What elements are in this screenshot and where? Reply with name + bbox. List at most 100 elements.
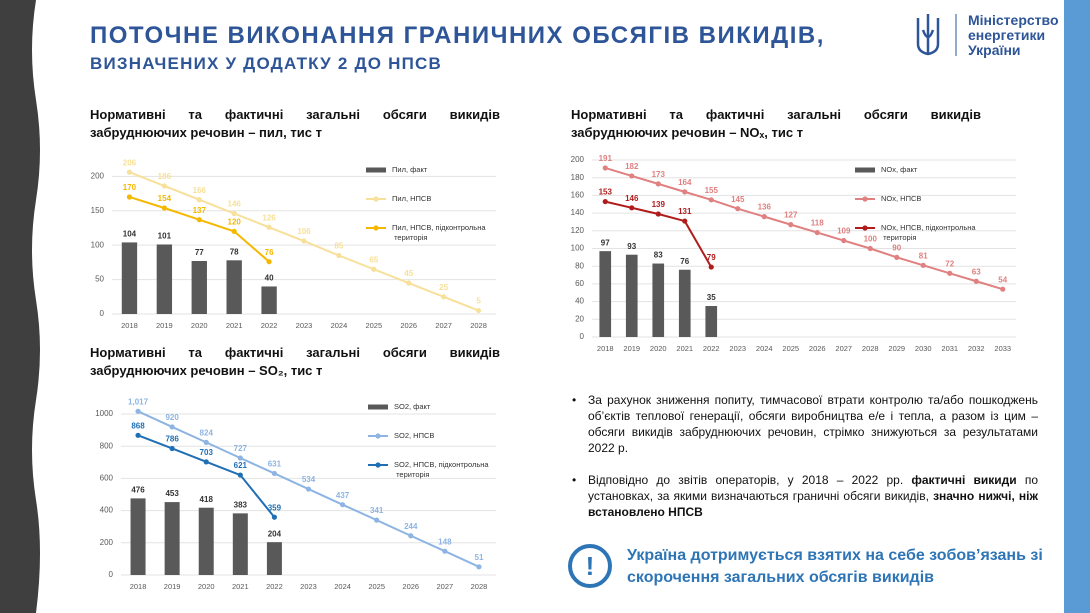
bar	[266, 542, 282, 575]
y-tick-label: 800	[100, 441, 114, 450]
point-label: 437	[336, 491, 350, 500]
point-label: 148	[438, 537, 452, 546]
point	[947, 270, 953, 276]
point-label: 206	[123, 158, 137, 167]
x-tick-label: 2018	[130, 582, 147, 591]
x-tick-label: 2031	[941, 344, 958, 353]
logo-line: України	[968, 42, 1021, 58]
x-tick-label: 2024	[756, 344, 773, 353]
x-tick-label: 2019	[623, 344, 640, 353]
bullet-text: За рахунок зниження попиту, тимчасової в…	[588, 393, 1038, 455]
bar-label: 40	[265, 274, 274, 283]
y-tick-label: 80	[575, 261, 584, 270]
point-label: 118	[811, 219, 824, 228]
bar	[678, 269, 691, 337]
bar	[164, 502, 180, 575]
bar-label: 418	[200, 495, 214, 504]
chart-title: Нормативні та фактичні загальні обсяги в…	[571, 107, 981, 140]
legend-label: NOx, НПСВ	[881, 194, 921, 203]
point	[336, 252, 342, 259]
point-label: 341	[370, 506, 384, 515]
point	[135, 408, 141, 414]
x-tick-label: 2023	[729, 344, 746, 353]
point	[708, 197, 714, 203]
x-tick-label: 2030	[915, 344, 932, 353]
legend-label: NOx, факт	[881, 165, 918, 174]
point-label: 131	[678, 207, 692, 216]
x-tick-label: 2026	[400, 321, 417, 330]
point	[161, 205, 167, 211]
y-tick-label: 600	[100, 474, 114, 483]
y-tick-label: 200	[91, 171, 105, 180]
point	[475, 307, 482, 314]
point-label: 85	[334, 242, 343, 251]
x-tick-label: 2025	[368, 582, 385, 591]
point-label: 139	[652, 200, 666, 209]
point-label: 824	[200, 428, 214, 437]
point	[867, 245, 873, 252]
point-label: 868	[131, 421, 145, 430]
point-label: 81	[919, 251, 928, 260]
y-tick-label: 40	[575, 297, 584, 306]
bar	[198, 507, 214, 575]
point-label: 90	[892, 243, 901, 252]
point-label: 120	[228, 218, 242, 227]
point-label: 191	[599, 154, 613, 163]
bar-label: 76	[680, 257, 689, 266]
y-tick-label: 120	[571, 226, 585, 235]
x-tick-label: 2027	[435, 321, 452, 330]
logo-line: енергетики	[968, 27, 1046, 43]
legend-label: NOx, НПСВ, підконтрольна територія	[881, 223, 976, 242]
point-label: 106	[297, 227, 311, 236]
bullet-text: Відповідно до звітів операторів, у 2018 …	[588, 473, 912, 487]
point-label: 153	[599, 188, 613, 197]
point-label: 137	[193, 206, 207, 215]
x-tick-label: 2023	[296, 321, 313, 330]
point	[894, 254, 900, 260]
point	[169, 445, 175, 452]
point-label: 920	[165, 413, 179, 422]
x-tick-label: 2025	[365, 321, 382, 330]
y-tick-label: 160	[571, 191, 585, 200]
x-tick-label: 2022	[261, 321, 278, 330]
legend-label: Пил, НПСВ, підконтрольна територія	[392, 223, 486, 242]
point	[237, 472, 243, 478]
bar-label: 35	[707, 293, 716, 302]
point-label: 166	[193, 186, 207, 195]
point	[476, 564, 482, 570]
point-label: 76	[265, 248, 274, 257]
bar	[121, 242, 138, 314]
point	[920, 262, 926, 268]
x-tick-label: 2028	[471, 582, 488, 591]
point	[271, 470, 278, 477]
y-tick-label: 20	[575, 314, 584, 323]
point-label: 359	[268, 503, 282, 512]
legend-label: Пил, НПСВ	[392, 194, 431, 203]
x-tick-label: 2032	[968, 344, 985, 353]
callout-icon: !	[586, 551, 595, 581]
point	[655, 181, 661, 187]
subtitle: ВИЗНАЧЕНИХ У ДОДАТКУ 2 ДО НПСВ	[90, 54, 442, 73]
point	[371, 266, 377, 272]
point	[161, 183, 167, 189]
y-tick-label: 200	[100, 538, 114, 547]
point-label: 1,017	[128, 397, 149, 406]
point-label: 182	[625, 162, 639, 171]
point	[169, 424, 175, 430]
bar	[261, 286, 277, 314]
left-wave-border	[0, 0, 40, 613]
x-tick-label: 2033	[994, 344, 1011, 353]
legend-swatch	[366, 167, 386, 173]
point	[602, 165, 608, 171]
series-line	[604, 167, 1004, 291]
point-label: 54	[998, 275, 1007, 284]
point	[708, 264, 714, 270]
x-tick-label: 2019	[164, 582, 181, 591]
x-tick-label: 2021	[226, 321, 243, 330]
point-label: 109	[837, 227, 851, 236]
point-label: 244	[404, 522, 418, 531]
x-tick-label: 2020	[650, 344, 667, 353]
y-tick-label: 400	[100, 506, 114, 515]
point	[629, 173, 635, 179]
